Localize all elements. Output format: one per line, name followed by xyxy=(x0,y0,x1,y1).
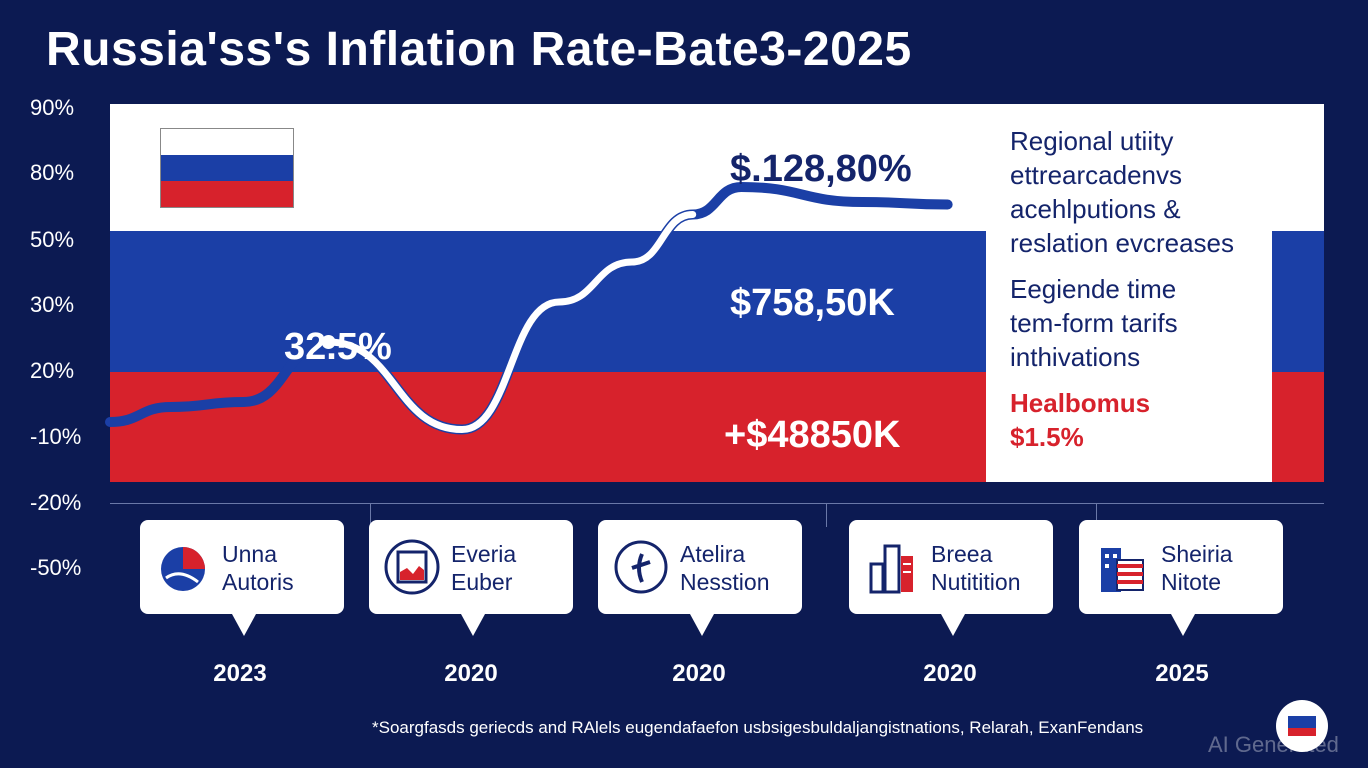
info-paragraph-2: Eegiende time tem-form tarifs inthivatio… xyxy=(1010,272,1272,374)
y-tick-label: 30% xyxy=(30,292,75,317)
info-line: inthivations xyxy=(1010,342,1141,372)
x-tick-mark xyxy=(826,503,827,527)
category-card[interactable]: Sheiria Nitote xyxy=(1079,520,1283,636)
info-paragraph-1: Regional utiity ettrearcadenvs acehlputi… xyxy=(1010,124,1272,260)
x-tick-label: 2020 xyxy=(444,660,498,687)
russia-flag-icon xyxy=(160,128,294,208)
y-tick-label: 80% xyxy=(30,160,75,185)
info-line: ettrearcadenvs xyxy=(1010,160,1182,190)
circle-logo-icon xyxy=(614,540,668,594)
info-line: tem-form tarifs xyxy=(1010,308,1178,338)
category-card[interactable]: Everia Euber xyxy=(369,520,573,636)
pie-chart-icon xyxy=(161,547,205,591)
logo-badge-icon xyxy=(1276,700,1328,752)
card-label: Sheiria Nitote xyxy=(1161,541,1233,595)
info-line: acehlputions & xyxy=(1010,194,1181,224)
info-line: reslation evcreases xyxy=(1010,228,1234,258)
card-label: Atelira Nesstion xyxy=(680,541,770,595)
watermark: AI Generated xyxy=(1208,732,1339,757)
source-footnote: *Soargfasds geriecds and RAlels eugendaf… xyxy=(372,718,1144,737)
flag-building-icon xyxy=(1101,548,1144,592)
info-paragraph-3: Healbomus $1.5% xyxy=(1010,386,1272,454)
info-line: Healbomus xyxy=(1010,388,1151,418)
category-card[interactable]: Unna Autoris xyxy=(140,520,344,636)
chart-frame-icon xyxy=(384,539,440,595)
x-tick-mark xyxy=(1096,503,1097,527)
x-tick-label: 2020 xyxy=(672,660,726,687)
info-line: $1.5% xyxy=(1010,422,1084,452)
y-tick-label: -50% xyxy=(30,555,82,580)
x-tick-label: 2020 xyxy=(923,660,977,687)
category-card[interactable]: Atelira Nesstion xyxy=(598,520,802,636)
info-panel: Regional utiity ettrearcadenvs acehlputi… xyxy=(986,110,1272,482)
x-tick-label: 2025 xyxy=(1155,660,1209,687)
y-tick-label: -10% xyxy=(30,424,82,449)
card-label: Everia Euber xyxy=(451,541,517,595)
y-tick-label: 50% xyxy=(30,227,75,252)
x-tick-label: 2023 xyxy=(213,660,267,687)
y-tick-label: 90% xyxy=(30,95,75,120)
callout-32-5: 32.5% xyxy=(284,326,392,368)
card-label: Breea Nutitition xyxy=(931,541,1021,595)
info-line: Regional utiity xyxy=(1010,126,1174,156)
data-point-marker xyxy=(321,335,336,349)
callout-top: $.128,80% xyxy=(730,148,912,190)
y-tick-label: -20% xyxy=(30,490,82,515)
category-card[interactable]: Breea Nutitition xyxy=(849,520,1053,636)
y-tick-label: 20% xyxy=(30,358,75,383)
x-axis-line xyxy=(110,503,1324,504)
callout-bottom: +$48850K xyxy=(724,414,901,456)
callout-middle: $758,50K xyxy=(730,282,895,324)
buildings-icon xyxy=(869,544,913,594)
x-tick-mark xyxy=(370,503,371,527)
inflation-line xyxy=(325,211,697,433)
chart-title: Russia'ss's Inflation Rate-Bate3-2025 xyxy=(46,23,912,76)
info-line: Eegiende time xyxy=(1010,274,1177,304)
card-label: Unna Autoris xyxy=(222,541,294,595)
